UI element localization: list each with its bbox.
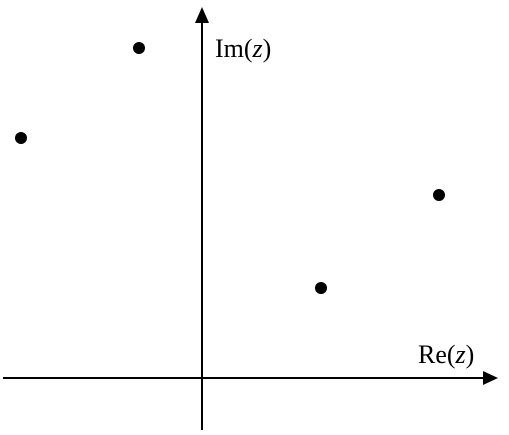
plotted-point-3 bbox=[433, 189, 445, 201]
imaginary-axis-label-prefix: Im( bbox=[215, 34, 253, 63]
real-axis-label-variable: z bbox=[455, 340, 466, 369]
plotted-point-4 bbox=[315, 282, 327, 294]
real-axis-label-suffix: ) bbox=[466, 340, 475, 369]
real-axis-arrowhead bbox=[483, 371, 498, 385]
plotted-point-2 bbox=[15, 132, 27, 144]
imaginary-axis-label-variable: z bbox=[252, 34, 263, 63]
real-axis-label-prefix: Re( bbox=[418, 340, 456, 369]
plotted-point-1 bbox=[133, 42, 145, 54]
real-axis-label: Re(z) bbox=[418, 340, 474, 369]
imaginary-axis-label-suffix: ) bbox=[263, 34, 272, 63]
imaginary-axis-label: Im(z) bbox=[215, 34, 271, 63]
imaginary-axis-arrowhead bbox=[195, 7, 209, 23]
